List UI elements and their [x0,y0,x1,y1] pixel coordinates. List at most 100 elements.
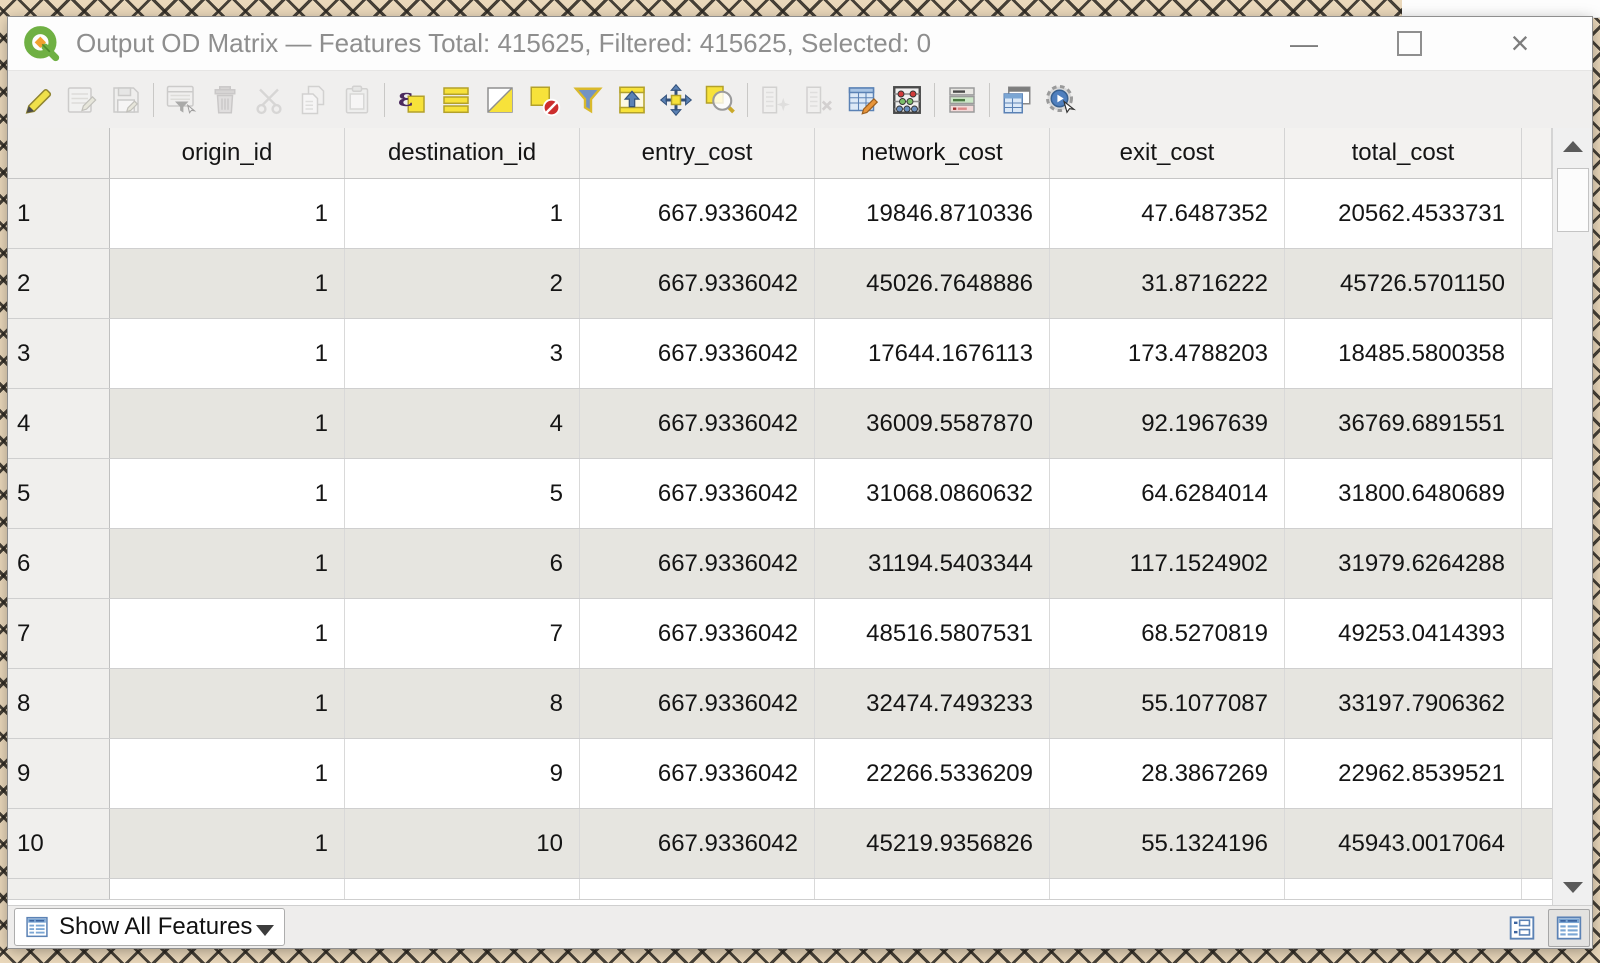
scrollbar-track[interactable] [1553,164,1592,869]
invert-selection-button[interactable] [478,76,522,124]
field-calculator-button[interactable] [885,76,929,124]
cell-entry_cost[interactable] [580,879,815,899]
cell-destination_id[interactable]: 4 [345,389,580,458]
actions-button[interactable] [1039,76,1083,124]
cell-destination_id[interactable]: 5 [345,459,580,528]
cell-network_cost[interactable]: 17644.1676113 [815,319,1050,388]
cell-origin_id[interactable]: 1 [110,599,345,668]
cell-total_cost[interactable]: 31800.6480689 [1285,459,1522,528]
row-number[interactable]: 7 [8,599,110,668]
cell-entry_cost[interactable]: 667.9336042 [580,599,815,668]
cell-entry_cost[interactable]: 667.9336042 [580,459,815,528]
cell-network_cost[interactable]: 48516.5807531 [815,599,1050,668]
scrollbar-thumb[interactable] [1557,168,1589,232]
paste-features-button[interactable] [335,76,379,124]
row-number[interactable]: 9 [8,739,110,808]
feature-filter-button[interactable]: Show All Features [14,908,286,946]
form-view-button[interactable] [1501,909,1543,947]
cell-total_cost[interactable]: 22962.8539521 [1285,739,1522,808]
cell-entry_cost[interactable]: 667.9336042 [580,809,815,878]
cell-exit_cost[interactable]: 31.8716222 [1050,249,1285,318]
cell-entry_cost[interactable]: 667.9336042 [580,529,815,598]
cell-total_cost[interactable]: 45726.5701150 [1285,249,1522,318]
cell-total_cost[interactable]: 18485.5800358 [1285,319,1522,388]
scroll-down-button[interactable] [1553,869,1592,905]
cell-origin_id[interactable]: 1 [110,529,345,598]
column-header-entry_cost[interactable]: entry_cost [580,128,815,178]
cell-entry_cost[interactable]: 667.9336042 [580,389,815,458]
row-number[interactable] [8,879,110,899]
table-view-button[interactable] [1548,909,1590,947]
save-edits-button[interactable] [104,76,148,124]
cell-entry_cost[interactable]: 667.9336042 [580,179,815,248]
pan-to-selection-button[interactable] [654,76,698,124]
cell-exit_cost[interactable]: 28.3867269 [1050,739,1285,808]
conditional-formatting-button[interactable] [940,76,984,124]
cell-exit_cost[interactable]: 92.1967639 [1050,389,1285,458]
cell-network_cost[interactable]: 31194.5403344 [815,529,1050,598]
multi-edit-button[interactable] [60,76,104,124]
row-number[interactable]: 3 [8,319,110,388]
deselect-all-button[interactable] [522,76,566,124]
row-number[interactable]: 6 [8,529,110,598]
cell-total_cost[interactable]: 36769.6891551 [1285,389,1522,458]
toggle-editing-button[interactable] [16,76,60,124]
cell-destination_id[interactable] [345,879,580,899]
cell-network_cost[interactable] [815,879,1050,899]
zoom-to-selection-button[interactable] [698,76,742,124]
cell-origin_id[interactable]: 1 [110,459,345,528]
row-number[interactable]: 8 [8,669,110,738]
vertical-scrollbar[interactable] [1552,128,1592,905]
cell-entry_cost[interactable]: 667.9336042 [580,249,815,318]
delete-selected-button[interactable] [203,76,247,124]
cell-origin_id[interactable]: 1 [110,389,345,458]
cell-network_cost[interactable]: 45026.7648886 [815,249,1050,318]
cell-destination_id[interactable]: 9 [345,739,580,808]
cell-origin_id[interactable]: 1 [110,809,345,878]
column-header-network_cost[interactable]: network_cost [815,128,1050,178]
cell-origin_id[interactable]: 1 [110,249,345,318]
cell-entry_cost[interactable]: 667.9336042 [580,739,815,808]
cell-network_cost[interactable]: 45219.9356826 [815,809,1050,878]
cell-entry_cost[interactable]: 667.9336042 [580,319,815,388]
cell-destination_id[interactable]: 2 [345,249,580,318]
cell-exit_cost[interactable]: 55.1077087 [1050,669,1285,738]
cell-exit_cost[interactable] [1050,879,1285,899]
dock-attribute-table-button[interactable] [995,76,1039,124]
cell-exit_cost[interactable]: 117.1524902 [1050,529,1285,598]
cell-destination_id[interactable]: 10 [345,809,580,878]
edit-attributes-button[interactable] [841,76,885,124]
filter-features-button[interactable] [566,76,610,124]
column-header-exit_cost[interactable]: exit_cost [1050,128,1285,178]
cell-exit_cost[interactable]: 173.4788203 [1050,319,1285,388]
row-number[interactable]: 4 [8,389,110,458]
cell-exit_cost[interactable]: 47.6487352 [1050,179,1285,248]
cell-entry_cost[interactable]: 667.9336042 [580,669,815,738]
minimize-button[interactable]: — [1290,27,1318,59]
scroll-up-button[interactable] [1553,128,1592,164]
cut-features-button[interactable] [247,76,291,124]
cell-network_cost[interactable]: 36009.5587870 [815,389,1050,458]
column-header-destination_id[interactable]: destination_id [345,128,580,178]
delete-field-button[interactable] [797,76,841,124]
cell-destination_id[interactable]: 8 [345,669,580,738]
row-number[interactable]: 2 [8,249,110,318]
cell-total_cost[interactable]: 49253.0414393 [1285,599,1522,668]
new-field-button[interactable] [753,76,797,124]
row-number[interactable]: 10 [8,809,110,878]
cell-destination_id[interactable]: 7 [345,599,580,668]
cell-origin_id[interactable]: 1 [110,319,345,388]
move-selection-to-top-button[interactable] [610,76,654,124]
cell-network_cost[interactable]: 19846.8710336 [815,179,1050,248]
row-number[interactable]: 1 [8,179,110,248]
cell-destination_id[interactable]: 1 [345,179,580,248]
cell-origin_id[interactable]: 1 [110,669,345,738]
cell-network_cost[interactable]: 22266.5336209 [815,739,1050,808]
cell-network_cost[interactable]: 32474.7493233 [815,669,1050,738]
copy-features-button[interactable] [291,76,335,124]
cell-destination_id[interactable]: 6 [345,529,580,598]
cell-network_cost[interactable]: 31068.0860632 [815,459,1050,528]
cell-origin_id[interactable]: 1 [110,179,345,248]
cell-origin_id[interactable] [110,879,345,899]
select-by-expression-button[interactable] [390,76,434,124]
